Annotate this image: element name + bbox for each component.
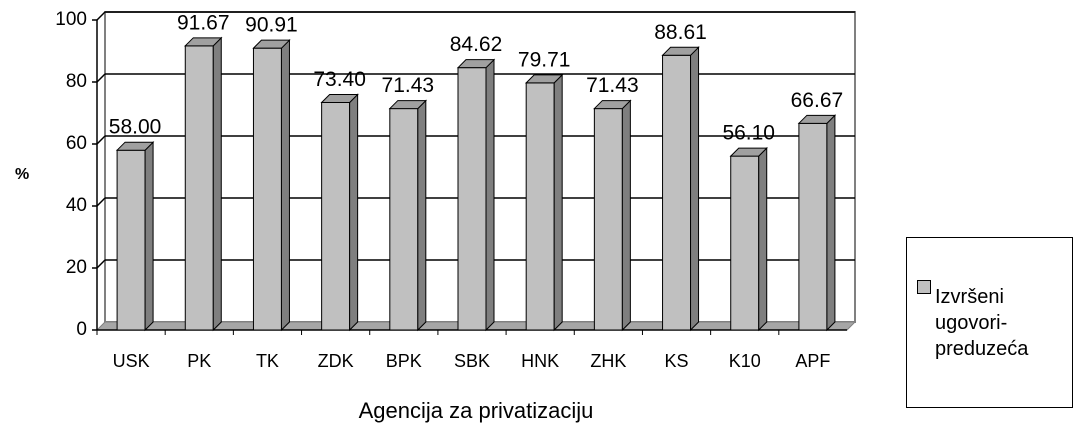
bar-top	[252, 39, 291, 49]
x-tick-label: K10	[729, 351, 761, 371]
bar-top	[797, 114, 837, 124]
x-tick-label: ZDK	[318, 351, 354, 371]
bar-side	[212, 36, 222, 332]
bar	[525, 82, 555, 331]
bar	[798, 122, 828, 331]
grid-line	[96, 11, 106, 21]
x-tick-label: KS	[665, 351, 689, 371]
y-tick-label: 80	[66, 71, 87, 92]
bar-top	[320, 93, 359, 103]
bar-top	[456, 59, 496, 69]
y-tick-label: 60	[66, 133, 87, 154]
bar-top	[184, 37, 223, 47]
data-label: 79.71	[518, 48, 571, 71]
bar	[321, 101, 351, 331]
legend-label: Izvršeni ugovori-preduzeća	[935, 285, 1029, 360]
bar-side	[417, 99, 427, 332]
data-label: 66.67	[791, 89, 844, 112]
data-label: 71.43	[586, 74, 639, 97]
bar-side	[621, 99, 631, 332]
bar-top	[524, 74, 564, 84]
bar	[116, 149, 146, 331]
bar	[457, 67, 487, 331]
x-tick-label: PK	[187, 351, 211, 371]
x-tick-label: SBK	[454, 351, 490, 371]
bar	[593, 108, 623, 331]
bar-top	[729, 147, 768, 157]
bar-side	[826, 114, 836, 332]
bar-top	[661, 46, 700, 56]
x-tick-label: APF	[795, 351, 830, 371]
grid-line	[96, 135, 106, 145]
bar-side	[349, 93, 359, 332]
y-tick-label: 0	[76, 319, 87, 340]
x-tick-label: ZHK	[590, 351, 626, 371]
bar	[389, 108, 419, 331]
data-label: 71.43	[382, 74, 435, 97]
bar-side	[280, 38, 290, 332]
y-tick-label: 20	[66, 257, 87, 278]
x-tick-label: HNK	[521, 351, 559, 371]
data-label: 56.10	[722, 122, 775, 145]
grid-line	[96, 259, 106, 269]
bar-side	[144, 140, 154, 332]
grid-line	[96, 73, 106, 83]
data-label: 88.61	[654, 21, 707, 44]
bar-top	[388, 100, 428, 110]
bar-side	[553, 73, 563, 332]
data-label: 91.67	[177, 11, 230, 34]
bar-side	[758, 146, 768, 332]
legend-swatch	[917, 280, 931, 294]
bar	[184, 45, 214, 331]
y-tick-label: 100	[55, 9, 87, 30]
legend: Izvršeni ugovori-preduzeća	[906, 237, 1073, 408]
data-label: 58.00	[109, 116, 162, 139]
bar	[730, 155, 760, 331]
x-tick-label: TK	[256, 351, 279, 371]
bar-side	[690, 46, 700, 332]
y-axis-label: %	[15, 166, 29, 183]
y-tick-label: 40	[66, 195, 87, 216]
x-axis-label: Agencija za privatizaciju	[359, 398, 594, 423]
x-tick-label: USK	[113, 351, 150, 371]
data-label: 84.62	[450, 33, 503, 56]
grid-line	[96, 197, 106, 207]
bar	[662, 54, 692, 331]
bar-top	[115, 141, 155, 151]
data-label: 73.40	[313, 68, 366, 91]
bar	[252, 47, 282, 331]
data-label: 90.91	[245, 14, 298, 37]
bar-side	[485, 58, 495, 332]
bar-top	[593, 100, 632, 110]
x-tick-label: BPK	[386, 351, 422, 371]
